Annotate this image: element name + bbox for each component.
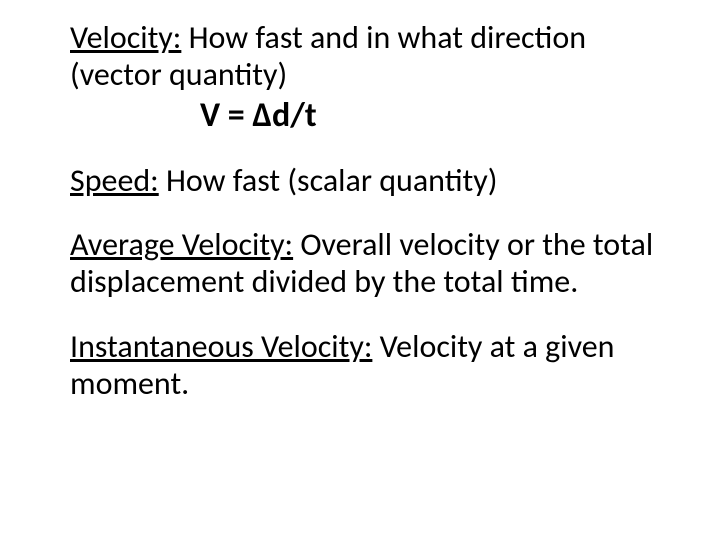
inst-velocity-term: Instantaneous Velocity: (70, 327, 372, 366)
avg-velocity-term: Average Velocity: (70, 225, 293, 264)
speed-term: Speed: (70, 161, 159, 200)
inst-velocity-definition: Instantaneous Velocity: Velocity at a gi… (70, 329, 660, 403)
velocity-term: Velocity: (70, 18, 181, 57)
speed-definition: Speed: How fast (scalar quantity) (70, 163, 660, 200)
speed-description: How fast (scalar quantity) (159, 161, 498, 200)
avg-velocity-definition: Average Velocity: Overall velocity or th… (70, 227, 660, 301)
velocity-formula: V = Δd/t (70, 96, 660, 135)
velocity-definition: Velocity: How fast and in what direction… (70, 20, 660, 135)
